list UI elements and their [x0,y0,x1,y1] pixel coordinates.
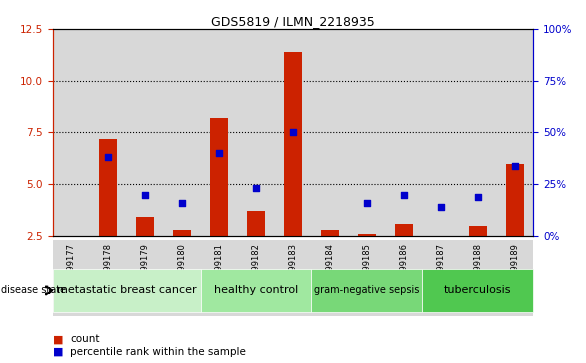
Bar [349,29,386,236]
Text: gram-negative sepsis: gram-negative sepsis [314,285,420,295]
Bar [200,269,312,312]
Text: disease state: disease state [1,285,66,295]
Bar [163,29,200,236]
Bar [53,240,90,316]
Point [362,200,372,206]
Text: GSM1599183: GSM1599183 [288,243,298,299]
Bar [127,240,163,316]
Text: healthy control: healthy control [214,285,298,295]
Point [141,192,150,197]
Title: GDS5819 / ILMN_2218935: GDS5819 / ILMN_2218935 [211,15,375,28]
Point [436,204,445,210]
Bar [423,29,459,236]
Bar [459,240,496,316]
Bar [459,29,496,236]
Text: percentile rank within the sample: percentile rank within the sample [70,347,246,357]
Bar [284,52,302,236]
Bar [99,139,117,236]
Text: GSM1599182: GSM1599182 [251,243,261,299]
Text: GSM1599179: GSM1599179 [141,243,149,299]
Bar [312,240,349,316]
Bar [274,240,312,316]
Bar [386,240,423,316]
Bar [90,29,127,236]
Bar [496,240,533,316]
Point [399,192,408,197]
Text: GSM1599188: GSM1599188 [473,243,482,299]
Text: GSM1599185: GSM1599185 [362,243,372,299]
Bar [394,224,413,236]
Bar [200,240,237,316]
Text: GSM1599178: GSM1599178 [104,243,113,299]
Point [104,154,113,160]
Text: GSM1599186: GSM1599186 [400,243,408,299]
Bar [321,230,339,236]
Bar [136,217,154,236]
Point [473,194,482,200]
Text: GSM1599180: GSM1599180 [178,243,186,299]
Bar [237,240,274,316]
Bar [386,29,423,236]
Bar [312,29,349,236]
Text: GSM1599187: GSM1599187 [437,243,445,299]
Bar [423,240,459,316]
Bar [349,240,386,316]
Bar [274,29,312,236]
Text: GSM1599184: GSM1599184 [325,243,335,299]
Point [510,163,519,168]
Text: GSM1599177: GSM1599177 [67,243,76,299]
Bar [90,240,127,316]
Point [214,150,224,156]
Bar [210,118,229,236]
Bar [247,211,265,236]
Point [251,185,261,191]
Text: metastatic breast cancer: metastatic breast cancer [57,285,196,295]
Point [178,200,187,206]
Text: GSM1599181: GSM1599181 [214,243,224,299]
Bar [237,29,274,236]
Text: ■: ■ [53,334,63,344]
Text: GSM1599189: GSM1599189 [510,243,519,299]
Bar [423,269,533,312]
Bar [469,225,487,236]
Bar [53,269,200,312]
Bar [357,234,376,236]
Bar [496,29,533,236]
Text: count: count [70,334,100,344]
Bar [163,240,200,316]
Bar [53,29,90,236]
Text: tuberculosis: tuberculosis [444,285,512,295]
Bar [173,230,192,236]
Bar [506,163,524,236]
Text: ■: ■ [53,347,63,357]
Bar [200,29,237,236]
Point [288,130,298,135]
Bar [127,29,163,236]
Bar [312,269,423,312]
